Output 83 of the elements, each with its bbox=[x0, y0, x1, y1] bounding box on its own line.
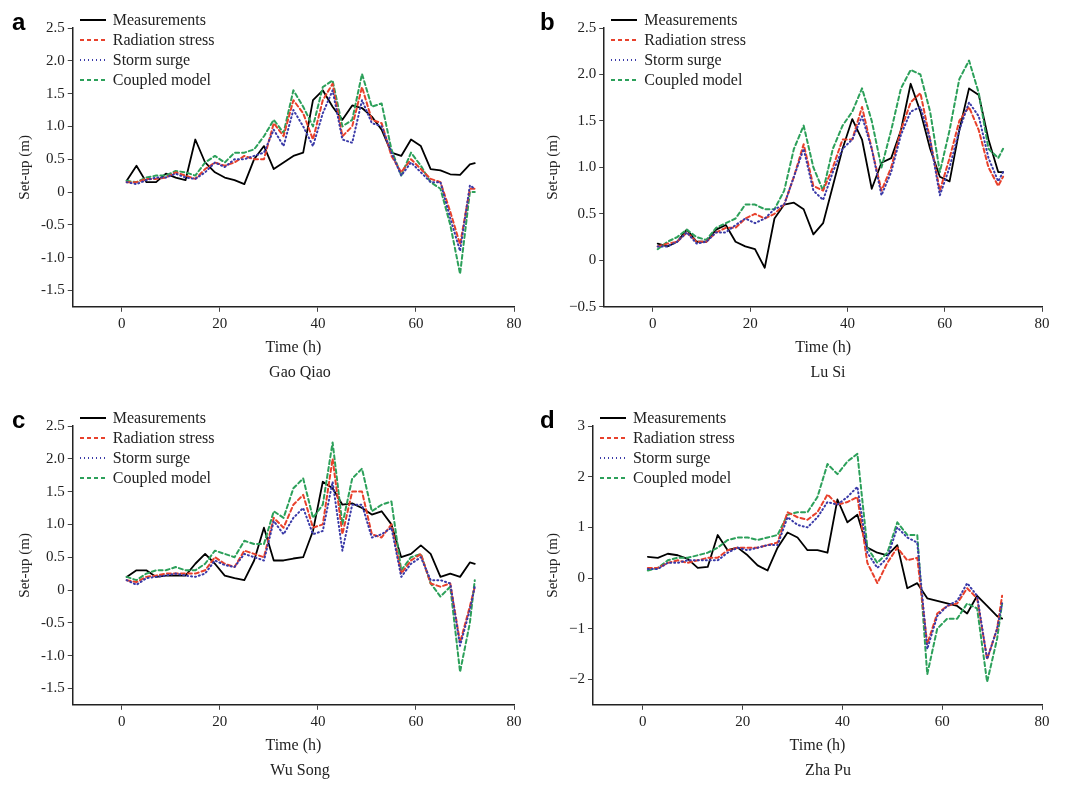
y-tick-label: 1.5 bbox=[46, 84, 65, 101]
x-tick-label: 80 bbox=[1034, 712, 1050, 729]
y-tick-label: 1 bbox=[577, 518, 585, 535]
x-tick-label: 40 bbox=[839, 314, 855, 331]
legend-label: Measurements bbox=[112, 10, 207, 30]
y-tick-label: 2.0 bbox=[46, 449, 65, 466]
y-tick-label: 2.5 bbox=[46, 416, 65, 433]
y-tick-label: 0 bbox=[577, 569, 585, 586]
x-tick-label: 80 bbox=[506, 712, 522, 729]
x-tick-label: 20 bbox=[742, 314, 758, 331]
text: Lu Si bbox=[809, 363, 847, 381]
legend-label: Radiation stress bbox=[112, 428, 215, 448]
x-tick-label: 60 bbox=[937, 314, 953, 331]
legend-label: Radiation stress bbox=[112, 30, 215, 50]
legend-label: Coupled model bbox=[644, 70, 743, 90]
y-tick-label: 2 bbox=[577, 467, 585, 484]
y-tick-label: 0 bbox=[57, 580, 65, 597]
y-tick-label: 2.0 bbox=[46, 51, 65, 68]
legend-label: Radiation stress bbox=[644, 30, 746, 50]
x-axis-title: Time (h) bbox=[789, 735, 846, 754]
y-tick-label: -0.5 bbox=[41, 215, 65, 232]
y-tick-label: 1.5 bbox=[577, 111, 597, 128]
x-tick-label: 80 bbox=[1034, 314, 1050, 331]
x-axis-title: Time (h) bbox=[795, 337, 852, 356]
y-tick-label: -1.0 bbox=[41, 248, 65, 265]
y-tick-label: 1.5 bbox=[46, 482, 65, 499]
legend-label: Storm surge bbox=[632, 448, 711, 468]
x-tick-label: 20 bbox=[735, 712, 751, 729]
x-tick-label: 80 bbox=[506, 314, 522, 331]
y-tick-label: 0.5 bbox=[46, 548, 65, 565]
x-axis-title: Time (h) bbox=[265, 337, 322, 356]
legend-label: Radiation stress bbox=[632, 428, 735, 448]
chart-title: c bbox=[12, 406, 26, 434]
x-tick-label: 20 bbox=[212, 314, 228, 331]
y-tick-label: 0.5 bbox=[46, 150, 65, 167]
x-tick-label: 60 bbox=[934, 712, 950, 729]
y-axis-title: Set-up (m) bbox=[15, 533, 33, 598]
x-tick-label: 40 bbox=[834, 712, 850, 729]
legend-label: Storm surge bbox=[112, 448, 191, 468]
legend-label: Measurements bbox=[644, 10, 738, 30]
legend-label: Storm surge bbox=[112, 50, 191, 70]
y-tick-label: -1.5 bbox=[41, 281, 65, 298]
y-tick-label: −1 bbox=[568, 619, 585, 636]
x-axis-title: Time (h) bbox=[265, 735, 322, 754]
y-tick-label: 1.0 bbox=[46, 515, 65, 532]
x-tick-label: 40 bbox=[310, 712, 326, 729]
legend-label: Coupled model bbox=[112, 468, 211, 488]
y-axis-title: Set-up (m) bbox=[543, 533, 561, 598]
x-tick-label: 0 bbox=[649, 314, 657, 331]
legend-label: Coupled model bbox=[112, 70, 211, 90]
y-tick-label: 0.5 bbox=[577, 204, 597, 221]
y-tick-label: -0.5 bbox=[41, 613, 65, 630]
legend-label: Measurements bbox=[632, 408, 727, 428]
legend-label: Storm surge bbox=[644, 50, 722, 70]
x-tick-label: 40 bbox=[310, 314, 326, 331]
x-tick-label: 20 bbox=[212, 712, 228, 729]
x-tick-label: 0 bbox=[118, 712, 126, 729]
y-tick-label: 0 bbox=[57, 182, 65, 199]
chart-title: a bbox=[12, 8, 26, 36]
x-tick-label: 0 bbox=[118, 314, 126, 331]
x-tick-label: 60 bbox=[408, 314, 424, 331]
legend-label: Measurements bbox=[112, 408, 207, 428]
text: Wu Song bbox=[269, 761, 331, 779]
y-axis-title: Set-up (m) bbox=[543, 135, 561, 200]
x-tick-label: 0 bbox=[639, 712, 647, 729]
text: Gao Qiao bbox=[268, 363, 332, 381]
y-tick-label: -1.0 bbox=[41, 646, 65, 663]
chart-title: d bbox=[540, 406, 555, 434]
y-tick-label: 2.0 bbox=[577, 65, 597, 82]
text: Zha Pu bbox=[804, 761, 852, 779]
y-tick-label: 2.5 bbox=[46, 18, 65, 35]
y-tick-label: 3 bbox=[577, 416, 585, 433]
y-axis-title: Set-up (m) bbox=[15, 135, 33, 200]
y-tick-label: 1.0 bbox=[577, 158, 597, 175]
chart-title: b bbox=[540, 8, 555, 36]
y-tick-label: −0.5 bbox=[568, 297, 597, 314]
y-tick-label: 0 bbox=[588, 251, 597, 268]
y-tick-label: −2 bbox=[568, 670, 585, 687]
y-tick-label: 2.5 bbox=[577, 18, 597, 35]
y-tick-label: -1.5 bbox=[41, 679, 65, 696]
y-tick-label: 1.0 bbox=[46, 117, 65, 134]
legend-label: Coupled model bbox=[632, 468, 732, 488]
x-tick-label: 60 bbox=[408, 712, 424, 729]
